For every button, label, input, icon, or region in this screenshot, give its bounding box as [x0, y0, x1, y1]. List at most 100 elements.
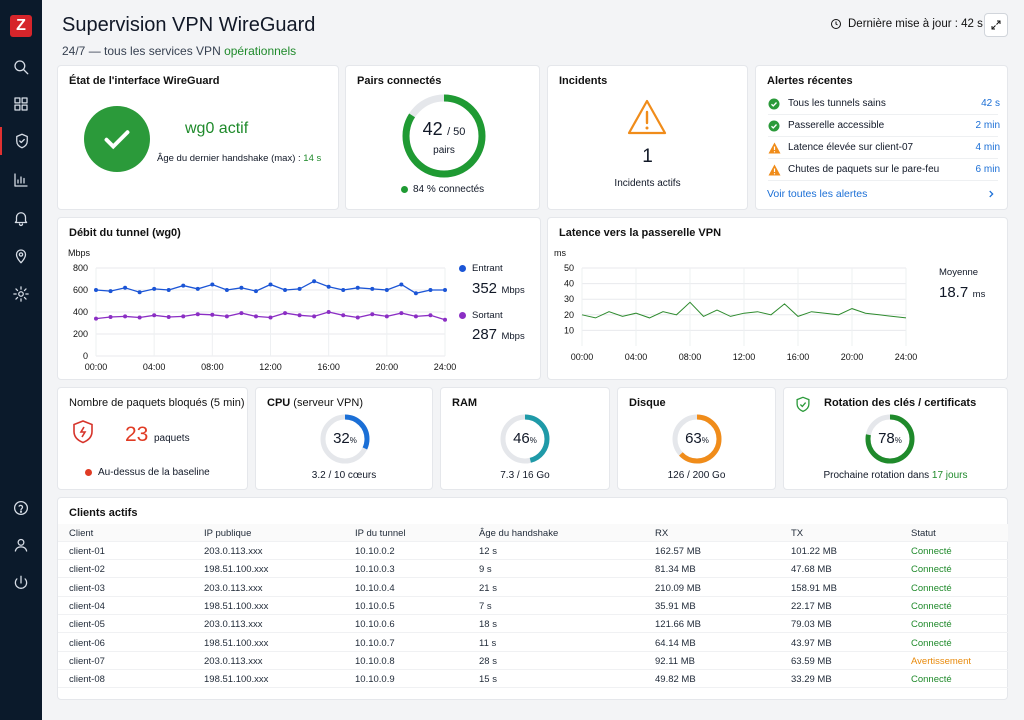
table-cell: 21 s: [479, 582, 497, 594]
wg-state-card: État de l'interface WireGuard wg0 actif …: [57, 65, 339, 210]
disk-percent: 63%: [685, 430, 709, 447]
settings-icon[interactable]: [0, 280, 42, 308]
table-cell: 92.11 MB: [655, 655, 695, 667]
throughput-chart: Mbps 0 200 400 600 800 00:00 04:00 08:00 12:00 16:…: [68, 248, 457, 372]
table-cell: 7 s: [479, 600, 492, 612]
column-header[interactable]: Client: [69, 528, 94, 539]
table-cell: 10.10.0.2: [355, 546, 395, 557]
table-row[interactable]: client-02 198.51.100.xxx 10.10.0.3 9 s 81.34…: [58, 560, 1008, 579]
alert-item[interactable]: Chutes de paquets sur le pare-feu 6 min: [768, 159, 1000, 181]
status-check-icon: [84, 106, 150, 172]
status-dot: [401, 186, 408, 193]
data-point: [94, 288, 98, 292]
clock-icon: [831, 19, 841, 29]
table-cell: 10.10.0.9: [355, 674, 395, 686]
incident-count: 1: [642, 146, 653, 167]
table-cell: 22.17 MB: [791, 600, 832, 612]
x-tick-label: 16:00: [317, 362, 340, 372]
y-tick-label: 20: [564, 310, 574, 320]
expand-button[interactable]: [984, 13, 1008, 37]
peers-unit: pairs: [433, 145, 455, 156]
column-header[interactable]: TX: [791, 528, 804, 539]
data-point: [137, 290, 142, 295]
table-cell: client-03: [69, 582, 105, 594]
data-point: [399, 282, 404, 287]
rotation-gauge: 78%: [864, 413, 916, 470]
table-row[interactable]: client-04 198.51.100.xxx 10.10.0.5 7 s 35.91…: [58, 597, 1008, 615]
ram-gauge-arc: [500, 414, 550, 464]
chart-icon[interactable]: [0, 166, 42, 194]
data-point: [384, 314, 389, 319]
incident-label: Incidents actifs: [614, 178, 681, 189]
power-icon[interactable]: [0, 569, 42, 597]
alert-time: 42 s: [981, 98, 1000, 109]
table-cell: 203.0.113.xxx: [204, 546, 263, 557]
column-header[interactable]: Âge du handshake: [479, 528, 559, 539]
ram-gauge: 46%: [499, 413, 551, 470]
shield-icon[interactable]: [0, 127, 42, 155]
x-tick-label: 04:00: [143, 362, 166, 372]
disk-gauge: 63%: [671, 413, 723, 470]
help-icon[interactable]: [0, 494, 42, 522]
table-row[interactable]: client-03 203.0.113.xxx 10.10.0.4 21 s 210.0…: [58, 579, 1008, 597]
peers-gauge: [402, 94, 486, 178]
grid-icon[interactable]: [0, 90, 42, 118]
legend-entrant: Entrant: [459, 263, 503, 274]
status-badge: Connecté: [911, 674, 952, 686]
page-title: Supervision VPN WireGuard: [62, 14, 316, 36]
data-point: [210, 282, 215, 287]
data-point: [224, 288, 229, 292]
alert-item[interactable]: Tous les tunnels sains 42 s: [768, 93, 1000, 115]
latency-chart: ms 10 20 30 40 50 00:00 04:00 08:00 12:00 16:00 20:…: [554, 248, 917, 362]
alert-item[interactable]: Passerelle accessible 2 min: [768, 115, 1000, 137]
rotation-detail: Prochaine rotation dans 17 jours: [823, 470, 968, 481]
table-cell: 12 s: [479, 546, 497, 557]
card-title: Débit du tunnel (wg0): [69, 227, 181, 239]
disk-card: Disque 63% 126 / 200 Go: [617, 387, 776, 490]
chevron-right-icon[interactable]: [986, 189, 996, 199]
table-cell: 10.10.0.3: [355, 564, 395, 576]
table-cell: 210.09 MB: [655, 582, 701, 594]
page-subtitle: 24/7 — tous les services VPN opérationne…: [62, 44, 297, 58]
column-header[interactable]: IP publique: [204, 528, 252, 539]
y-tick-label: 10: [564, 325, 574, 335]
card-title: CPU (serveur VPN): [267, 397, 363, 409]
app-logo[interactable]: Z: [10, 15, 32, 37]
table-row[interactable]: client-01 203.0.113.xxx 10.10.0.2 12 s 162.5…: [58, 542, 1008, 560]
data-point: [152, 286, 157, 291]
table-cell: 162.57 MB: [655, 546, 701, 557]
ram-gauge-ring: [500, 414, 550, 464]
table-row[interactable]: client-06 198.51.100.xxx 10.10.0.7 11 s 64.1…: [58, 634, 1008, 652]
table-cell: 15 s: [479, 674, 497, 686]
column-header[interactable]: RX: [655, 528, 669, 539]
table-cell: 10.10.0.6: [355, 619, 395, 631]
table-row[interactable]: client-08 198.51.100.xxx 10.10.0.9 15 s 49.8…: [58, 670, 1008, 689]
table-row[interactable]: client-05 203.0.113.xxx 10.10.0.6 18 s 121.6…: [58, 615, 1008, 634]
last-updated: Dernière mise à jour : 42 s: [830, 18, 983, 30]
data-point: [341, 313, 346, 318]
data-point: [413, 314, 418, 319]
user-icon[interactable]: [0, 531, 42, 559]
search-icon[interactable]: [0, 53, 42, 81]
x-tick-label: 24:00: [434, 362, 457, 372]
alert-item[interactable]: Latence élevée sur client-07 4 min: [768, 137, 1000, 159]
table-cell: client-05: [69, 619, 105, 631]
data-point: [166, 314, 171, 319]
data-point: [195, 286, 200, 291]
bell-icon[interactable]: [0, 204, 42, 232]
expand-icon: [991, 20, 1001, 30]
table-cell: 28 s: [479, 655, 497, 667]
data-point: [283, 288, 288, 292]
data-point: [210, 312, 215, 317]
column-header[interactable]: IP du tunnel: [355, 528, 406, 539]
column-header[interactable]: Statut: [911, 528, 936, 539]
table-row[interactable]: client-07 203.0.113.xxx 10.10.0.8 28 s 92.11…: [58, 652, 1008, 670]
view-all-alerts-link[interactable]: Voir toutes les alertes: [767, 188, 868, 200]
disk-gauge-arc: [672, 414, 722, 464]
average-label: Moyenne: [939, 267, 979, 278]
map-pin-icon[interactable]: [0, 242, 42, 270]
data-point: [123, 314, 128, 319]
interface-status: wg0 actif: [185, 120, 249, 137]
table-cell: 9 s: [479, 564, 492, 576]
data-point: [268, 282, 273, 287]
